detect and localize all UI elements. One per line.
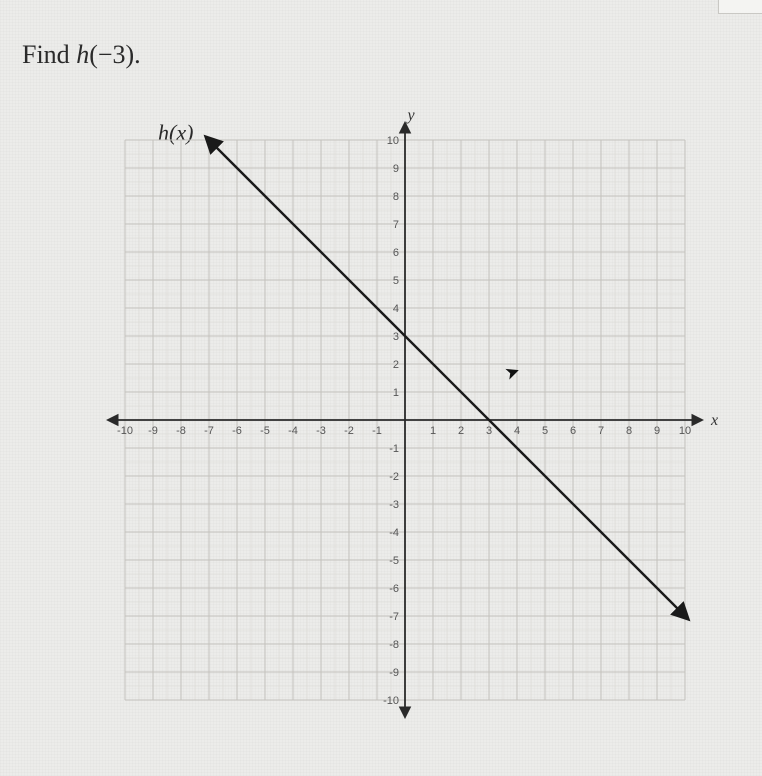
svg-text:7: 7: [393, 219, 399, 231]
svg-text:9: 9: [654, 425, 660, 437]
svg-text:2: 2: [458, 425, 464, 437]
svg-text:-5: -5: [260, 425, 270, 437]
svg-text:-7: -7: [389, 611, 399, 623]
svg-text:-9: -9: [389, 667, 399, 679]
svg-text:1: 1: [430, 425, 436, 437]
svg-text:-4: -4: [288, 425, 298, 437]
svg-text:-2: -2: [389, 471, 399, 483]
svg-text:3: 3: [486, 425, 492, 437]
svg-text:x: x: [710, 412, 718, 429]
svg-text:6: 6: [570, 425, 576, 437]
svg-text:-3: -3: [316, 425, 326, 437]
svg-text:10: 10: [387, 135, 399, 147]
svg-text:-7: -7: [204, 425, 214, 437]
svg-text:-1: -1: [389, 443, 399, 455]
svg-text:7: 7: [598, 425, 604, 437]
svg-text:1: 1: [393, 387, 399, 399]
svg-text:y: y: [405, 107, 415, 124]
svg-text:2: 2: [393, 359, 399, 371]
svg-text:-5: -5: [389, 555, 399, 567]
svg-text:4: 4: [393, 303, 399, 315]
graph: -10 -9 -8 -7 -6 -5 -4 -3 -2 -1 1 2 3 4 5 6 7 8 9 10 10 9 8 7 6 5 4…: [0, 0, 762, 776]
svg-text:-10: -10: [117, 425, 133, 437]
svg-text:-9: -9: [148, 425, 158, 437]
svg-text:-8: -8: [176, 425, 186, 437]
svg-text:10: 10: [679, 425, 691, 437]
svg-text:-6: -6: [389, 583, 399, 595]
graph-svg: -10 -9 -8 -7 -6 -5 -4 -3 -2 -1 1 2 3 4 5 6 7 8 9 10 10 9 8 7 6 5 4…: [0, 0, 762, 776]
svg-text:-3: -3: [389, 499, 399, 511]
svg-text:-10: -10: [383, 695, 399, 707]
svg-text:6: 6: [393, 247, 399, 259]
svg-text:3: 3: [393, 331, 399, 343]
svg-text:4: 4: [514, 425, 520, 437]
svg-text:8: 8: [393, 191, 399, 203]
svg-text:5: 5: [393, 275, 399, 287]
svg-text:-2: -2: [344, 425, 354, 437]
svg-text:5: 5: [542, 425, 548, 437]
svg-text:9: 9: [393, 163, 399, 175]
svg-text:-1: -1: [372, 425, 382, 437]
svg-text:-8: -8: [389, 639, 399, 651]
svg-text:-6: -6: [232, 425, 242, 437]
svg-text:-4: -4: [389, 527, 399, 539]
svg-text:8: 8: [626, 425, 632, 437]
